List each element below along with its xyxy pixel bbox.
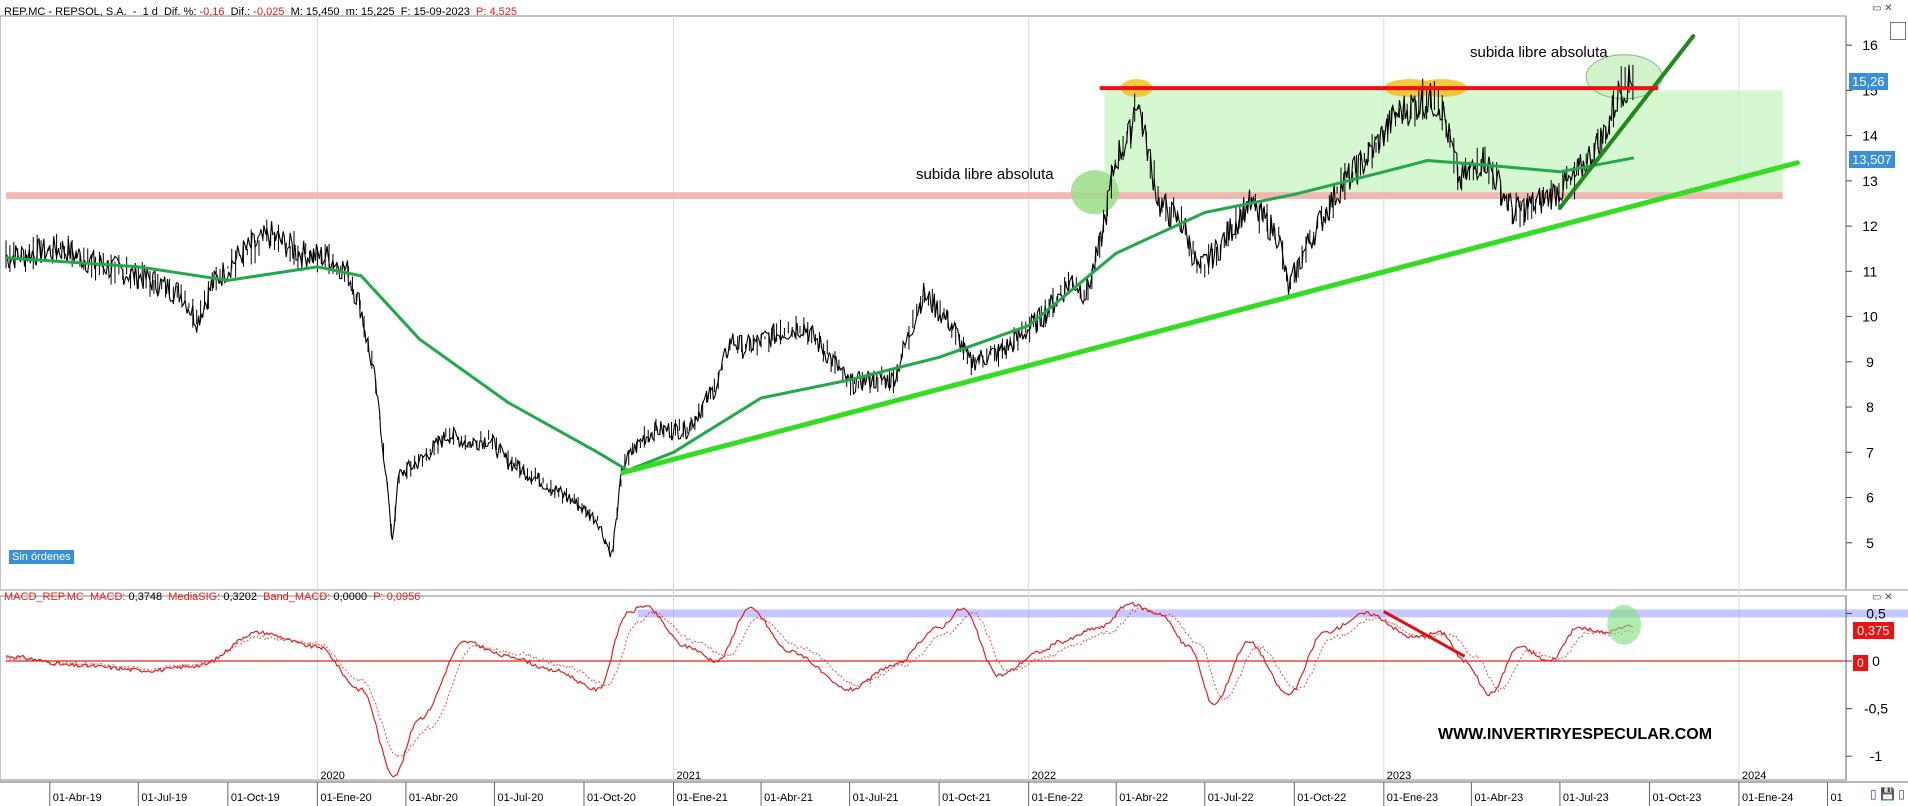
dif-value: -0,025 xyxy=(253,6,285,18)
interval: 1 d xyxy=(142,6,158,18)
x-tick-label: 01-Jul-23 xyxy=(1563,792,1609,804)
date-label: F: xyxy=(400,6,411,18)
year-label: 2024 xyxy=(1742,770,1766,782)
macd-value: 0,3748 xyxy=(128,591,163,603)
price-ytick-label: 14 xyxy=(1862,128,1878,144)
x-tick-label: 01-Oct-20 xyxy=(587,792,636,804)
x-tick-label: 01-Ene-21 xyxy=(676,792,727,804)
macd-panel-frame xyxy=(0,595,1847,781)
price-ytick-label: 11 xyxy=(1863,263,1878,279)
macd-current-badge: 0,375 xyxy=(1853,622,1894,639)
dif-pct-label: Dif. %: xyxy=(163,6,197,18)
x-tick-label: 01-Abr-21 xyxy=(764,792,813,804)
signal-label: MediaSIG: xyxy=(168,591,221,603)
x-tick-label: 01-Jul-19 xyxy=(141,792,187,804)
signal-value: 0,3202 xyxy=(223,591,257,603)
macd-ytick-label: -1 xyxy=(1870,748,1883,764)
support-band xyxy=(6,192,1783,199)
x-tick-label: 01-Oct-23 xyxy=(1652,792,1701,804)
macd-divergence-line xyxy=(1383,610,1466,658)
price-ytick-label: 9 xyxy=(1866,354,1874,370)
price-ytick-label: 8 xyxy=(1866,399,1874,415)
year-label: 2023 xyxy=(1387,770,1411,782)
x-tick-label: 01-Abr-19 xyxy=(53,792,102,804)
macd-panel-header: MACD_REP.MC MACD: 0,3748 MediaSIG: 0,320… xyxy=(4,591,420,603)
sma-line xyxy=(5,156,1635,472)
x-tick-label: 01-Jul-21 xyxy=(853,792,899,804)
p-value: 4,525 xyxy=(489,6,518,18)
price-ytick-label: 7 xyxy=(1866,444,1874,460)
year-label: 2022 xyxy=(1032,770,1056,782)
steep-trendline xyxy=(1557,34,1696,210)
price-ytick-label: 6 xyxy=(1866,490,1874,506)
price-panel-header: REP.MC - REPSOL, S.A. - 1 d Dif. %: -0,1… xyxy=(4,6,518,18)
x-tick-label: 01-Ene-23 xyxy=(1387,792,1438,804)
price-current-badge: 15,26 xyxy=(1849,73,1888,90)
min-label: m: xyxy=(345,6,358,18)
max-value: 15,450 xyxy=(305,6,340,18)
price-ytick-label: 13 xyxy=(1862,173,1878,189)
price-ytick-label: 12 xyxy=(1862,218,1878,234)
price-ytick-label: 10 xyxy=(1862,309,1878,325)
x-tick-label: 01-Oct-19 xyxy=(231,792,280,804)
date-value: 15-09-2023 xyxy=(413,6,470,18)
x-tick-label: 01-Ene-20 xyxy=(320,792,371,804)
website-watermark: WWW.INVERTIRYESPECULAR.COM xyxy=(1438,726,1713,743)
max-label: M: xyxy=(290,6,303,18)
macd-panel-minimize-button[interactable]: ▭ ✕ xyxy=(1872,592,1893,603)
support-trendline xyxy=(620,160,1800,476)
macd-label: MACD: xyxy=(90,591,126,603)
macd-zero-badge: 0 xyxy=(1853,655,1868,671)
x-tick-label: 01-Ene-24 xyxy=(1742,792,1793,804)
band-label: Band_MACD: xyxy=(263,591,331,603)
p-label: P: xyxy=(476,6,487,18)
annotation-right: subida libre absoluta xyxy=(1470,44,1608,61)
x-tick-label: 01 xyxy=(1831,792,1843,804)
annotation-left: subida libre absoluta xyxy=(916,166,1054,183)
x-tick-label: 01-Abr-22 xyxy=(1119,792,1168,804)
dif-pct-value: -0,16 xyxy=(199,6,225,18)
macd-ytick-label: 0,5 xyxy=(1866,605,1886,621)
x-tick-label: 01-Oct-22 xyxy=(1297,792,1346,804)
x-tick-label: 01-Abr-20 xyxy=(409,792,458,804)
band-value: 0,0000 xyxy=(333,591,368,603)
price-ytick-label: 16 xyxy=(1862,37,1878,53)
macd-ytick-label: -0,5 xyxy=(1864,701,1888,717)
dif-label: Dif.: xyxy=(230,6,251,18)
year-label: 2021 xyxy=(676,770,700,782)
macd-name: MACD_REP.MC xyxy=(4,591,84,603)
year-label: 2020 xyxy=(320,770,344,782)
macd-p-label: P: xyxy=(373,591,384,603)
x-tick-label: 01-Oct-21 xyxy=(942,792,991,804)
price-ma-badge: 13,507 xyxy=(1849,151,1895,168)
sin-ordenes-badge[interactable]: Sin órdenes xyxy=(9,550,74,564)
macd-ytick-label: 0 xyxy=(1872,653,1880,669)
macd-upper-band xyxy=(637,609,1908,618)
x-tick-label: 01-Abr-23 xyxy=(1474,792,1523,804)
macd-p-value: 0,0956 xyxy=(386,591,421,603)
price-panel-resize-icon[interactable] xyxy=(1890,22,1906,40)
price-ytick-label: 5 xyxy=(1866,535,1874,551)
symbol-name: REP.MC - REPSOL, S.A. xyxy=(4,6,127,18)
x-tick-label: 01-Jul-22 xyxy=(1208,792,1254,804)
x-tick-label: 01-Jul-20 xyxy=(497,792,543,804)
macd-line xyxy=(5,601,1634,778)
price-panel-minimize-button[interactable]: ▭ ✕ xyxy=(1872,3,1893,14)
min-value: 15,225 xyxy=(360,6,395,18)
macd-signal-line xyxy=(5,606,1634,758)
toolbar-icons[interactable]: ▯ 💾 ▯ xyxy=(1870,787,1905,801)
x-tick-label: 01-Ene-22 xyxy=(1032,792,1083,804)
macd-highlight-circle xyxy=(1607,604,1642,645)
